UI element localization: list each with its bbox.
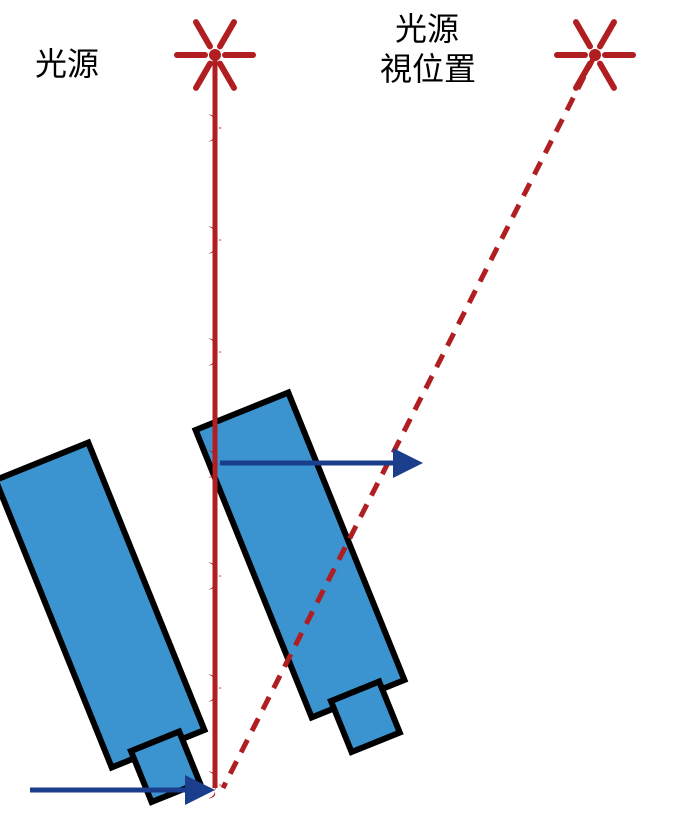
star-apparent-source-icon: [557, 22, 633, 88]
star-spoke: [576, 64, 590, 88]
telescope-body: [0, 443, 204, 768]
label-true-source: 光源: [35, 46, 99, 82]
star-spoke: [600, 22, 614, 46]
aberration-diagram: 光源光源視位置: [0, 0, 700, 820]
telescope: [196, 393, 405, 718]
star-spoke: [220, 64, 234, 88]
star-spoke: [600, 64, 614, 88]
label-apparent-source-line1: 光源: [395, 11, 459, 47]
star-spoke: [220, 22, 234, 46]
label-apparent-source-line2: 視位置: [380, 51, 476, 87]
star-spoke: [196, 22, 210, 46]
star-center: [589, 49, 601, 61]
star-center: [209, 49, 221, 61]
star-spoke: [196, 64, 210, 88]
telescope: [0, 443, 204, 768]
star-spoke: [576, 22, 590, 46]
telescope-body: [196, 393, 405, 718]
